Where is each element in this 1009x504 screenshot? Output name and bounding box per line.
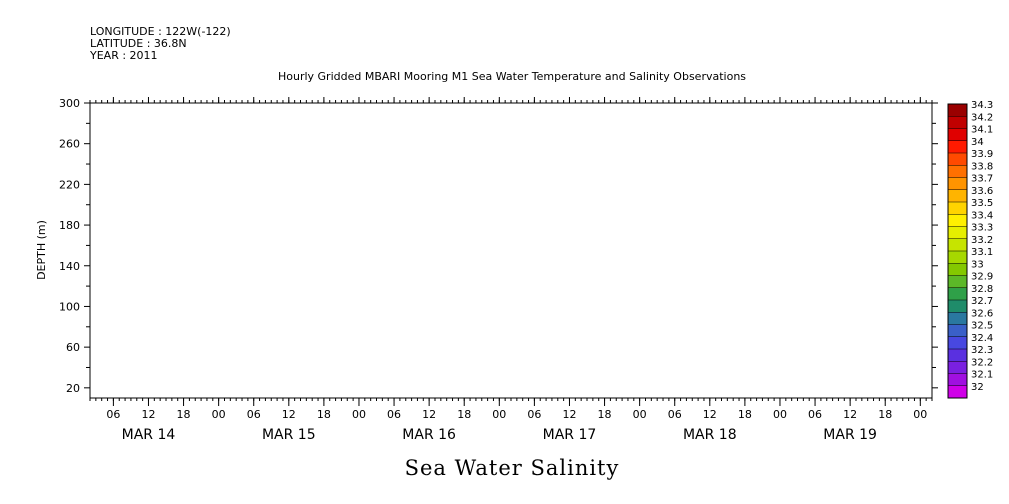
y-tick-label: 20 (66, 382, 80, 395)
x-tick-label: 18 (878, 408, 892, 421)
x-day-label: MAR 14 (122, 427, 176, 443)
colorbar-label: 32.6 (971, 308, 993, 319)
x-day-label: MAR 15 (262, 427, 316, 443)
colorbar-swatch (948, 385, 967, 399)
colorbar-label: 33.9 (971, 149, 993, 160)
colorbar-swatch (948, 177, 967, 191)
colorbar-swatch (948, 263, 967, 276)
colorbar-swatch (948, 300, 967, 313)
y-tick-label: 220 (59, 178, 80, 191)
x-tick-label: 12 (843, 408, 857, 421)
x-day-label: MAR 18 (683, 427, 737, 443)
colorbar-label: 33.7 (971, 174, 993, 185)
colorbar-swatch (948, 116, 967, 129)
x-tick-label: 18 (598, 408, 612, 421)
colorbar-swatch (948, 202, 967, 215)
colorbar-label: 32.1 (971, 370, 993, 381)
colorbar-swatch (948, 153, 967, 166)
x-tick-label: 06 (247, 408, 261, 421)
colorbar-swatch (948, 349, 967, 362)
x-tick-label: 12 (282, 408, 296, 421)
y-tick-label: 180 (59, 219, 80, 232)
colorbar-label: 34.2 (971, 112, 993, 123)
x-tick-label: 06 (808, 408, 822, 421)
colorbar-swatch (948, 238, 967, 252)
x-tick-label: 06 (387, 408, 401, 421)
colorbar-label: 34 (971, 137, 984, 148)
x-tick-label: 00 (352, 408, 366, 421)
y-tick-label: 60 (66, 341, 80, 354)
colorbar-label: 32.2 (971, 357, 993, 368)
colorbar-label: 33.6 (971, 186, 993, 197)
x-tick-label: 00 (212, 408, 226, 421)
colorbar-label: 32.9 (971, 272, 993, 283)
colorbar-label: 33.1 (971, 247, 993, 258)
axes-layer: 20 60 100 140 180 220 260 300 06 12 18 00 06 12 18 00 06… (59, 97, 938, 443)
colorbar-label: 32.8 (971, 284, 993, 295)
y-tick-label: 300 (59, 97, 80, 110)
colorbar-label: 32.5 (971, 321, 993, 332)
colorbar-swatch (948, 165, 967, 178)
colorbar-swatch (948, 312, 967, 325)
x-tick-label: 00 (773, 408, 787, 421)
colorbar-swatch (948, 336, 967, 350)
colorbar-label: 32.4 (971, 333, 993, 344)
colorbar-swatch (948, 373, 967, 387)
colorbar-label: 32.7 (971, 296, 993, 307)
longitude-label: LONGITUDE : 122W(-122) (90, 25, 231, 38)
colorbar-swatch (948, 324, 967, 338)
variable-title: Sea Water Salinity (405, 456, 620, 480)
colorbar-swatch (948, 189, 967, 203)
colorbar-label: 33.5 (971, 198, 993, 209)
x-tick-label: 18 (738, 408, 752, 421)
colorbar-label: 33.3 (971, 223, 993, 234)
x-tick-label: 18 (317, 408, 331, 421)
colorbar-swatch (948, 287, 967, 301)
colorbar-swatch (948, 251, 967, 264)
colorbar-label: 33 (971, 259, 984, 270)
x-tick-label: 00 (492, 408, 506, 421)
latitude-label: LATITUDE : 36.8N (90, 37, 187, 50)
year-label: YEAR : 2011 (89, 49, 158, 62)
x-day-label: MAR 19 (823, 427, 877, 443)
x-tick-label: 06 (668, 408, 682, 421)
plot-frame (89, 102, 933, 399)
x-tick-label: 12 (703, 408, 717, 421)
colorbar-label: 32.3 (971, 345, 993, 356)
colorbar-label: 33.2 (971, 235, 993, 246)
x-tick-label: 06 (527, 408, 541, 421)
chart-title: Hourly Gridded MBARI Mooring M1 Sea Wate… (278, 70, 746, 83)
y-tick-label: 260 (59, 138, 80, 151)
colorbar-label: 34.3 (971, 100, 993, 111)
x-day-label: MAR 17 (543, 427, 597, 443)
x-day-label: MAR 16 (402, 427, 456, 443)
colorbar-label: 34.1 (971, 125, 993, 136)
colorbar-swatch (948, 128, 967, 142)
colorbar-swatch (948, 214, 967, 227)
x-tick-label: 06 (106, 408, 120, 421)
x-tick-label: 12 (562, 408, 576, 421)
y-axis-label: DEPTH (m) (35, 220, 48, 280)
colorbar-swatch (948, 140, 967, 154)
y-tick-label: 100 (59, 300, 80, 313)
colorbar-label: 33.4 (971, 210, 993, 221)
x-tick-label: 12 (141, 408, 155, 421)
colorbar-label: 33.8 (971, 161, 993, 172)
colorbar-swatch (948, 226, 967, 240)
colorbar-swatch (948, 275, 967, 289)
x-tick-label: 00 (633, 408, 647, 421)
x-tick-label: 18 (457, 408, 471, 421)
colorbar-label: 32 (971, 382, 984, 393)
y-tick-label: 140 (59, 260, 80, 273)
x-tick-label: 18 (177, 408, 191, 421)
colorbar-swatch (948, 104, 967, 117)
colorbar-swatch (948, 361, 967, 374)
x-tick-label: 12 (422, 408, 436, 421)
x-tick-label: 00 (913, 408, 927, 421)
